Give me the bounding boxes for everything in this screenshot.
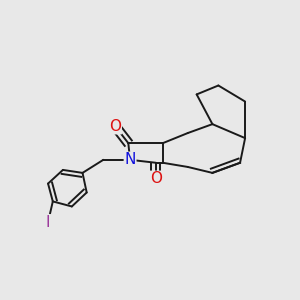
Text: I: I (46, 215, 50, 230)
Text: O: O (109, 119, 121, 134)
Text: N: N (124, 152, 136, 167)
Text: O: O (150, 171, 162, 186)
